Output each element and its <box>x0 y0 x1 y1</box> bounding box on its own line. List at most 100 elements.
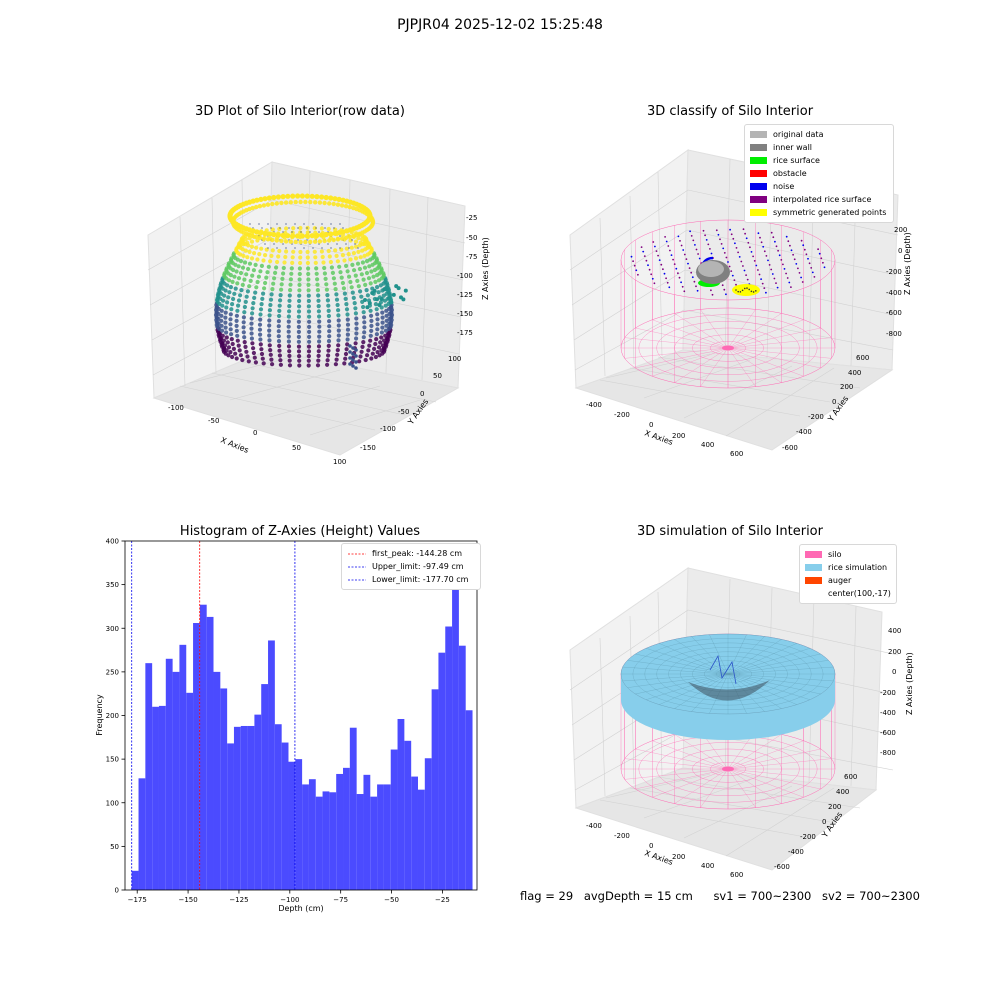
raw-point <box>271 231 277 238</box>
raw-point <box>296 329 301 334</box>
raw-point <box>320 254 325 260</box>
raw-point <box>267 247 269 249</box>
raw-point <box>321 260 326 265</box>
raw-point <box>277 348 282 353</box>
raw-point <box>306 277 311 282</box>
grid-line <box>629 367 831 403</box>
raw-point <box>342 227 344 229</box>
surface-point <box>755 264 758 267</box>
raw-point <box>331 237 336 243</box>
raw-point <box>277 248 282 254</box>
raw-point <box>262 286 267 291</box>
legend-swatch <box>750 196 767 203</box>
surface-point <box>823 266 826 269</box>
raw-point <box>245 255 250 260</box>
y-tick-label: 50 <box>110 843 119 851</box>
raw-point <box>276 339 282 344</box>
raw-point <box>261 361 266 366</box>
raw-point <box>339 235 341 237</box>
pane-floor <box>152 349 460 456</box>
x-tick: 600 <box>730 450 743 458</box>
grid-line <box>569 189 689 271</box>
raw-point <box>363 236 369 241</box>
raw-point <box>375 273 380 278</box>
raw-point <box>330 223 332 225</box>
raw-point <box>287 363 293 368</box>
legend-label: rice simulation <box>828 563 888 572</box>
raw-point <box>315 227 317 229</box>
raw-point <box>234 269 239 274</box>
raw-point <box>306 293 311 298</box>
histogram-bar <box>302 784 309 890</box>
legend-swatch <box>348 579 366 580</box>
raw-point <box>249 321 254 326</box>
raw-point <box>304 233 310 239</box>
surface-point <box>725 293 727 296</box>
raw-point <box>241 320 246 325</box>
raw-point <box>342 361 347 366</box>
surface-point <box>719 238 721 241</box>
raw-point <box>367 301 372 306</box>
raw-point <box>219 313 224 318</box>
raw-point <box>335 237 341 242</box>
raw-point <box>293 239 298 245</box>
legend-entry: noise <box>750 180 888 193</box>
raw-point <box>339 203 345 208</box>
raw-point <box>336 343 341 348</box>
raw-point <box>296 309 302 314</box>
raw-point <box>315 288 320 293</box>
y-tick: 400 <box>848 369 861 377</box>
surface-point <box>803 248 806 251</box>
surface-point <box>683 253 686 256</box>
raw-point <box>247 249 252 254</box>
raw-point <box>296 339 301 344</box>
raw-point <box>264 275 269 280</box>
rice-mesh-spoke <box>627 660 729 675</box>
raw-point <box>249 223 251 225</box>
silo-base-spoke <box>727 768 832 780</box>
surface-point <box>787 240 790 243</box>
x-tick: -100 <box>168 404 184 412</box>
raw-point <box>384 313 389 318</box>
grid-line <box>269 275 462 318</box>
raw-point <box>281 265 286 271</box>
surface-point <box>742 228 745 231</box>
raw-point <box>336 323 341 328</box>
surface-point <box>654 245 656 248</box>
surface-point <box>704 234 706 237</box>
grid-line <box>643 359 751 399</box>
histogram-bar <box>281 742 289 890</box>
raw-point <box>267 318 272 323</box>
silo-base-spoke <box>727 734 782 770</box>
raw-point <box>362 330 367 335</box>
raw-point <box>365 353 370 358</box>
raw-point <box>285 223 287 225</box>
raw-point <box>275 194 281 200</box>
raw-point <box>384 323 389 328</box>
raw-point <box>240 265 246 270</box>
raw-point <box>296 314 301 319</box>
raw-point <box>246 359 251 364</box>
x-tick-label: −100 <box>280 896 299 904</box>
raw-point <box>224 330 229 335</box>
legend-entry: obstacle <box>750 167 888 180</box>
raw-point <box>391 292 396 297</box>
histogram-bar <box>240 725 248 890</box>
raw-point <box>249 316 254 321</box>
raw-point <box>315 363 321 368</box>
grid-line <box>149 237 272 306</box>
surface-point <box>652 241 655 243</box>
rice-mesh-spoke <box>691 636 729 675</box>
surface-point <box>693 280 696 283</box>
raw-point <box>298 255 303 260</box>
raw-point <box>269 357 274 362</box>
silo-base-spoke <box>727 337 832 349</box>
raw-point <box>354 243 356 245</box>
raw-point <box>253 290 258 295</box>
raw-point <box>369 356 374 361</box>
surface-point <box>822 261 824 264</box>
symmetric-point-edge <box>744 287 746 290</box>
raw-point <box>316 293 321 298</box>
raw-point <box>296 334 301 339</box>
grid-line <box>599 217 606 377</box>
